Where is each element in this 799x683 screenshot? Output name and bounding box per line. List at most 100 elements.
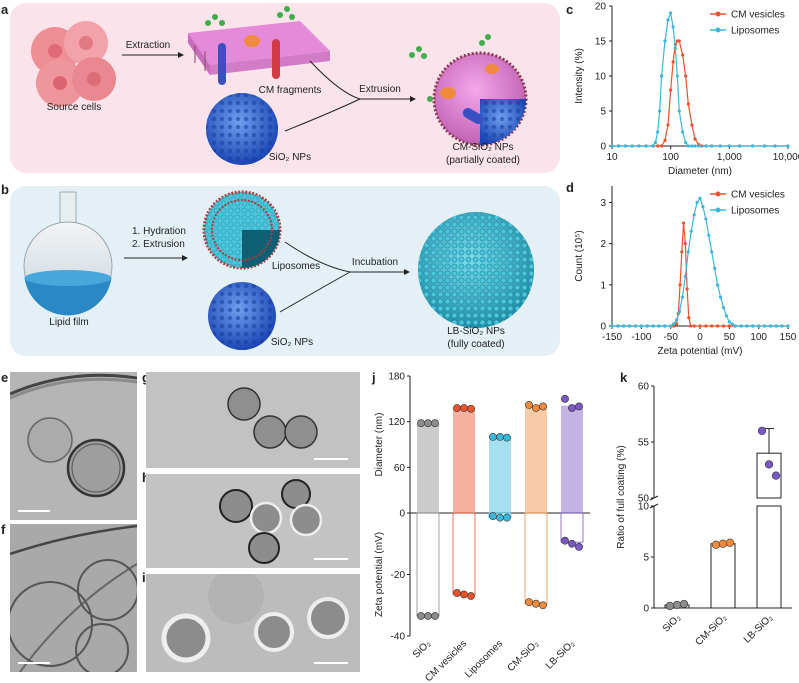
- panel-letter-i: i: [142, 570, 146, 585]
- category-label: LB-SiO₂: [742, 612, 775, 645]
- zeta-point: [496, 513, 504, 522]
- data-point: [679, 599, 689, 609]
- cryo-em-image-e: [10, 372, 137, 520]
- diameter-bar: [453, 407, 475, 513]
- panel-a-illustration: [31, 6, 528, 165]
- zeta-point: [431, 612, 439, 620]
- data-point: [718, 144, 722, 148]
- y-tick-label: -20: [391, 570, 406, 581]
- data-point: [616, 324, 620, 328]
- diameter-point: [575, 402, 583, 411]
- data-point: [680, 295, 684, 299]
- chart-c: 10 100 1,000 10,000 0 5 10 15 20 Diameter (nm) Int…: [574, 2, 799, 178]
- diameter-point: [539, 402, 547, 411]
- extraction-label: Extraction: [125, 40, 171, 51]
- data-point: [681, 221, 686, 225]
- data-point: [689, 324, 693, 328]
- data-point: [786, 144, 790, 148]
- liposomes-label: Liposomes: [271, 261, 321, 272]
- data-point: [686, 144, 690, 148]
- cm-fragment-image: [188, 6, 330, 85]
- liposome-image: [202, 190, 282, 270]
- incubation-label: Incubation: [351, 257, 399, 268]
- diameter-point: [431, 419, 439, 428]
- panel-letter-d: d: [566, 180, 574, 195]
- data-point: [663, 324, 667, 328]
- y-axis-label-bottom: Zeta potential (mV): [374, 532, 385, 617]
- lb-sio2-nps-note: (fully coated): [447, 339, 505, 350]
- data-point: [698, 196, 702, 200]
- data-point: [628, 324, 632, 328]
- data-point: [622, 324, 626, 328]
- data-point: [693, 144, 697, 148]
- data-point: [685, 287, 689, 291]
- panel-letter-c: c: [566, 2, 574, 17]
- zeta-point: [503, 513, 511, 522]
- y-tick-label: 15: [595, 37, 607, 48]
- data-point: [730, 322, 734, 326]
- data-point: [687, 316, 691, 320]
- data-point: [745, 324, 749, 328]
- y-tick-label: 3: [600, 198, 606, 209]
- data-point: [677, 309, 682, 314]
- x-tick-label: 150: [780, 332, 797, 343]
- diameter-bar: [417, 423, 439, 513]
- series-line-0: [612, 40, 788, 147]
- data-point: [768, 324, 772, 328]
- cm-sio2-nps-label: CM-SiO₂ NPs: [452, 142, 514, 153]
- y-tick-label: -40: [391, 632, 406, 643]
- category-label: CM-SiO₂: [505, 638, 541, 674]
- y-tick-label: 10: [595, 72, 607, 83]
- x-axis-label: Zeta potential (mV): [657, 346, 742, 357]
- y-tick-label: 2: [600, 239, 606, 250]
- data-point: [727, 320, 731, 324]
- data-point: [633, 324, 638, 328]
- lb-sio2-nps-label: LB-SiO₂ NPs: [447, 326, 505, 337]
- data-point: [669, 324, 673, 328]
- data-point: [673, 46, 677, 50]
- data-point: [610, 144, 614, 148]
- category-label: SiO₂: [661, 612, 683, 634]
- data-point: [658, 109, 662, 113]
- diameter-point: [460, 404, 468, 412]
- data-point: [663, 138, 667, 142]
- zeta-point: [467, 592, 475, 600]
- y-axis-label: Intensity (%): [574, 48, 585, 104]
- data-point: [686, 250, 690, 254]
- y-axis-label: Ratio of full coating (%): [616, 445, 627, 548]
- data-point: [683, 274, 687, 279]
- data-point: [693, 137, 697, 141]
- panel-letter-f: f: [1, 522, 6, 537]
- y-tick-label: 60: [638, 382, 650, 393]
- panel-letter-h: h: [142, 470, 150, 485]
- data-point: [718, 295, 723, 299]
- data-point: [639, 324, 643, 328]
- series-line-1: [612, 197, 788, 327]
- cryo-em-image-f: [10, 524, 137, 672]
- category-label: CM-SiO₂: [693, 612, 729, 648]
- sio2-sphere-b: [208, 282, 276, 350]
- data-point: [716, 324, 720, 328]
- data-point: [645, 324, 649, 328]
- panel-letter-k: k: [620, 370, 628, 385]
- extrusion-label-b: 2. Extrusion: [132, 239, 185, 250]
- data-point: [733, 324, 737, 328]
- data-point: [751, 324, 755, 328]
- series-line-0: [612, 223, 788, 327]
- data-point: [684, 74, 688, 78]
- data-point: [697, 144, 701, 148]
- data-point: [774, 324, 778, 328]
- zeta-point: [539, 601, 547, 610]
- x-tick-label: -50: [663, 332, 678, 343]
- cm-sio2-nps-note: (partially coated): [446, 155, 520, 166]
- chart-k: 50 55 60 0 5 10 Ratio of full coating (%) SiO₂ C…: [616, 382, 792, 648]
- chart-j: 60 120 180 0 -20 -40 Diameter (nm) Zeta potenti…: [374, 372, 590, 683]
- y-tick-label: 20: [595, 2, 607, 13]
- data-point: [666, 123, 670, 127]
- data-point: [692, 213, 696, 217]
- data-point: [651, 324, 655, 328]
- data-point: [659, 74, 664, 78]
- data-point: [764, 460, 774, 469]
- data-point: [684, 140, 688, 145]
- data-point: [677, 109, 681, 113]
